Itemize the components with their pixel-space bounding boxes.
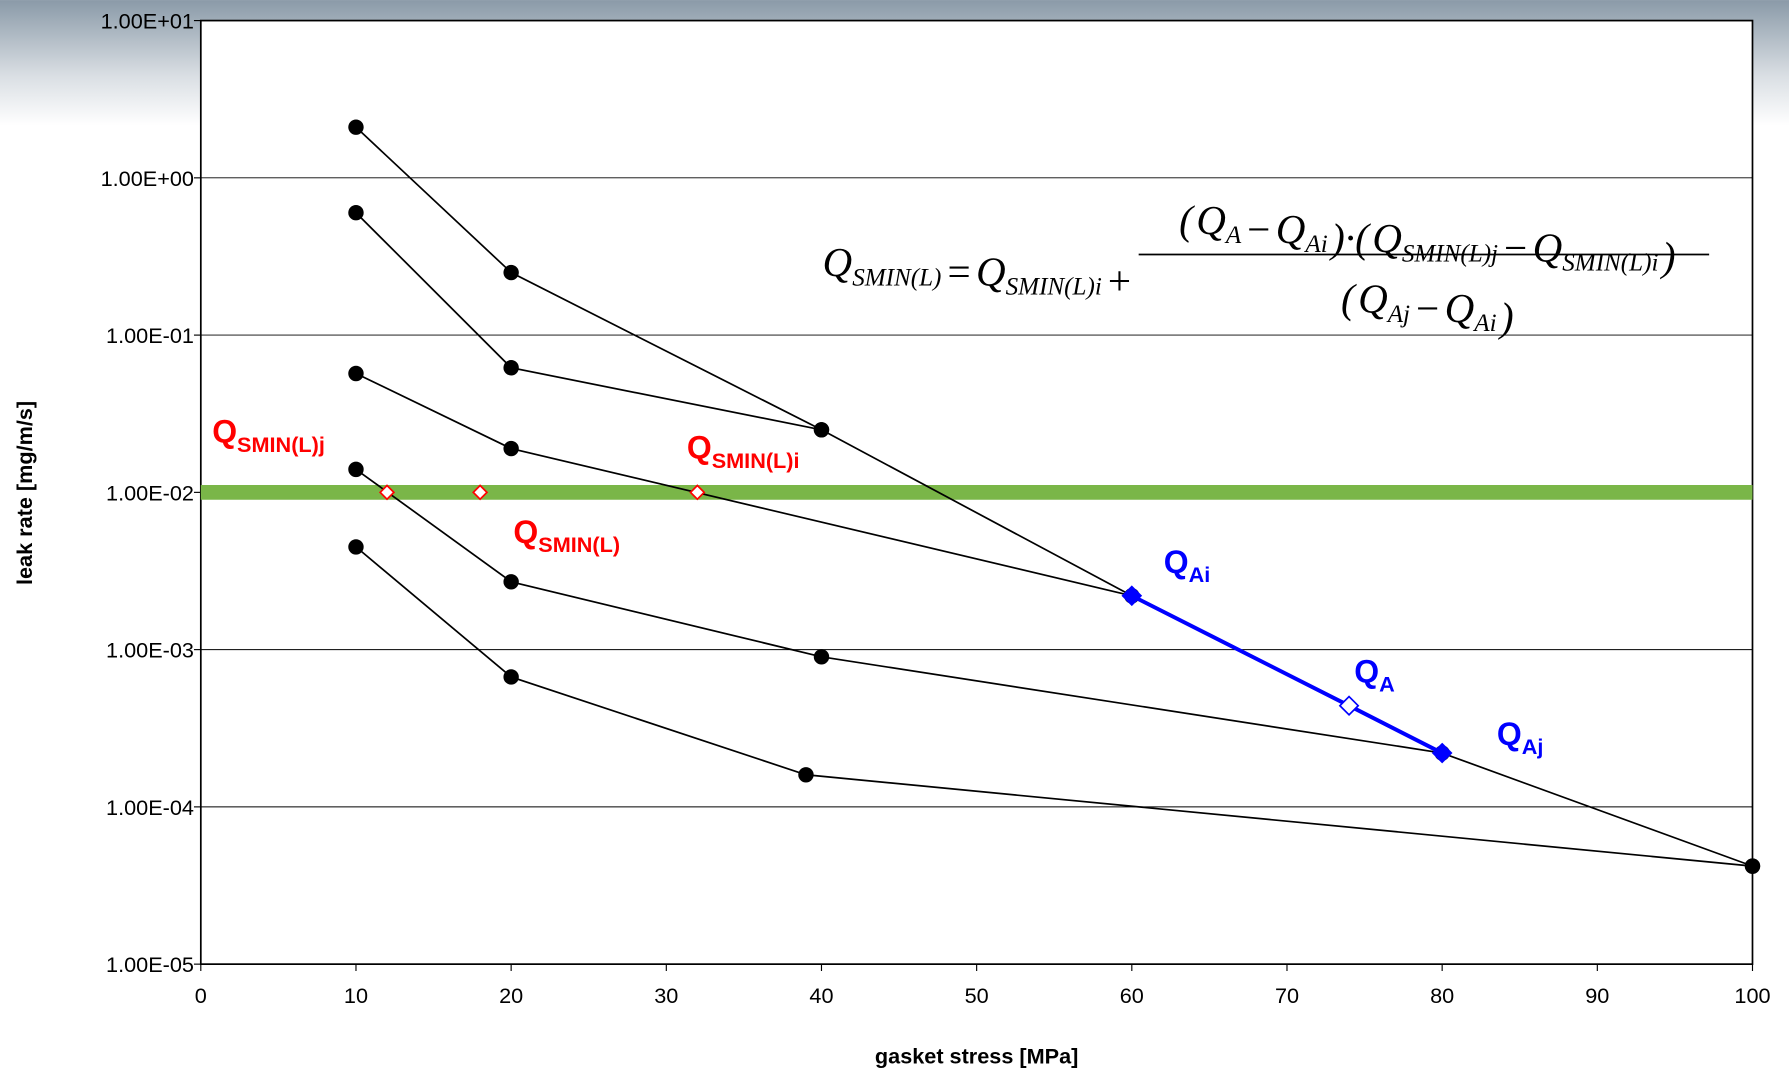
x-tick-label: 100: [1734, 983, 1770, 1008]
data-point: [815, 650, 829, 664]
formula-token: Q: [1196, 197, 1226, 243]
annotation-sub: SMIN(L)j: [237, 432, 325, 457]
formula-sub: SMIN(L)i: [1562, 249, 1658, 276]
x-tick-label: 20: [499, 983, 523, 1008]
data-point: [799, 768, 813, 782]
data-point: [504, 266, 518, 280]
formula-token: Q: [1276, 206, 1306, 252]
x-tick-label: 40: [809, 983, 833, 1008]
y-tick-label: 1.00E-02: [106, 480, 194, 505]
x-tick-label: 80: [1430, 983, 1454, 1008]
formula-sub: A: [1224, 222, 1242, 249]
formula-token: (: [1179, 197, 1195, 243]
data-point: [1746, 859, 1760, 873]
formula-token: −: [1413, 285, 1441, 331]
y-tick-label: 1.00E+00: [101, 166, 194, 191]
y-tick-label: 1.00E-01: [106, 323, 194, 348]
x-tick-label: 50: [965, 983, 989, 1008]
data-point: [349, 120, 363, 134]
formula-token: Q: [1445, 285, 1475, 331]
formula-token: Q: [823, 239, 853, 285]
formula-token: +: [1105, 257, 1133, 303]
x-tick-label: 70: [1275, 983, 1299, 1008]
data-point: [349, 367, 363, 381]
formula-sub: Aj: [1386, 301, 1410, 328]
chart: gasket stress [MPa] leak rate [mg/m/s] 1…: [0, 0, 1789, 1076]
annotation-sub: SMIN(L): [538, 532, 620, 557]
formula-token: (: [1341, 276, 1357, 322]
formula-token: −: [1245, 206, 1273, 252]
annotation-base: Q: [687, 430, 712, 466]
y-axis-label: leak rate [mg/m/s]: [12, 401, 37, 585]
y-tick-label: 1.00E-04: [106, 795, 194, 820]
y-tick-label: 1.00E+01: [101, 9, 194, 34]
formula-token: ): [1660, 233, 1676, 279]
data-point: [504, 575, 518, 589]
annotation-sub: A: [1379, 671, 1395, 696]
x-tick-label: 60: [1120, 983, 1144, 1008]
annotation-base: Q: [513, 514, 538, 550]
data-point: [504, 442, 518, 456]
annotation-base: Q: [1497, 716, 1522, 752]
x-tick-label: 0: [195, 983, 207, 1008]
data-point: [815, 423, 829, 437]
formula-token: Q: [1358, 276, 1388, 322]
annotation-base: Q: [1164, 544, 1189, 580]
y-tick-label: 1.00E-05: [106, 952, 194, 977]
x-tick-label: 10: [344, 983, 368, 1008]
formula-token: Q: [1533, 224, 1563, 270]
formula-sub: SMIN(L): [852, 264, 941, 291]
data-point: [349, 540, 363, 554]
x-axis-label: gasket stress [MPa]: [875, 1043, 1078, 1068]
formula-sub: Ai: [1472, 310, 1496, 337]
data-point: [349, 463, 363, 477]
formula-token: =: [945, 248, 973, 294]
annotation-base: Q: [212, 414, 237, 450]
annotation-base: Q: [1354, 653, 1379, 689]
formula-token: −: [1501, 224, 1529, 270]
annotation-sub: Ai: [1189, 562, 1211, 587]
data-point: [349, 206, 363, 220]
formula-token: ): [1498, 294, 1514, 340]
formula-token: Q: [976, 248, 1006, 294]
x-tick-label: 90: [1585, 983, 1609, 1008]
x-tick-label: 30: [654, 983, 678, 1008]
annotation-sub: Aj: [1522, 734, 1544, 759]
data-point: [504, 670, 518, 684]
annotation-sub: SMIN(L)i: [712, 448, 800, 473]
formula-sub: SMIN(L)i: [1006, 273, 1102, 300]
data-point: [504, 361, 518, 375]
y-tick-label: 1.00E-03: [106, 638, 194, 663]
